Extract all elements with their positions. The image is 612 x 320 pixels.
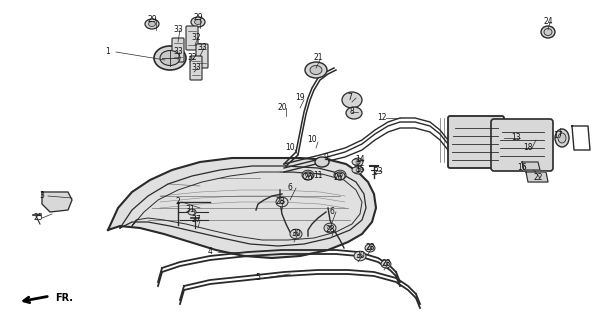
Ellipse shape xyxy=(302,170,314,180)
Text: 33: 33 xyxy=(173,26,183,35)
Text: 33: 33 xyxy=(173,47,183,57)
Text: 4: 4 xyxy=(207,247,212,257)
Text: 33: 33 xyxy=(197,44,207,52)
Ellipse shape xyxy=(276,197,288,207)
Text: 7: 7 xyxy=(348,93,353,102)
Text: 28: 28 xyxy=(325,226,335,235)
Text: 15: 15 xyxy=(355,165,365,174)
Ellipse shape xyxy=(353,166,363,174)
Polygon shape xyxy=(108,158,376,258)
Text: 3: 3 xyxy=(40,191,45,201)
Ellipse shape xyxy=(541,26,555,38)
Text: 5: 5 xyxy=(256,274,261,283)
Text: 12: 12 xyxy=(377,114,387,123)
Ellipse shape xyxy=(160,51,180,66)
Polygon shape xyxy=(526,172,548,182)
Ellipse shape xyxy=(368,246,372,250)
Ellipse shape xyxy=(352,159,360,165)
Text: 32: 32 xyxy=(191,34,201,43)
Ellipse shape xyxy=(324,223,336,233)
Ellipse shape xyxy=(558,133,566,143)
Ellipse shape xyxy=(149,21,155,27)
Text: 24: 24 xyxy=(543,18,553,27)
Text: 26: 26 xyxy=(333,173,343,182)
Text: 6: 6 xyxy=(288,183,293,193)
Ellipse shape xyxy=(327,226,332,230)
Ellipse shape xyxy=(303,172,313,180)
Ellipse shape xyxy=(544,28,552,36)
Text: 20: 20 xyxy=(277,103,287,113)
Text: 30: 30 xyxy=(355,252,365,260)
Ellipse shape xyxy=(294,232,299,236)
Text: 28: 28 xyxy=(381,260,390,268)
Text: 8: 8 xyxy=(349,108,354,116)
Text: 27: 27 xyxy=(191,215,201,225)
Ellipse shape xyxy=(384,262,388,266)
Text: 23: 23 xyxy=(373,167,383,177)
Text: 25: 25 xyxy=(33,213,43,222)
Ellipse shape xyxy=(191,17,205,27)
Text: 29: 29 xyxy=(147,15,157,25)
FancyBboxPatch shape xyxy=(196,44,208,68)
FancyBboxPatch shape xyxy=(172,38,184,62)
Ellipse shape xyxy=(305,173,310,177)
Text: 11: 11 xyxy=(313,171,323,180)
Text: 26: 26 xyxy=(303,173,313,182)
Text: 30: 30 xyxy=(291,229,301,238)
Text: 9: 9 xyxy=(324,154,329,163)
Ellipse shape xyxy=(280,200,285,204)
Text: 29: 29 xyxy=(193,13,203,22)
Text: 19: 19 xyxy=(295,93,305,102)
Ellipse shape xyxy=(354,251,366,261)
Text: 32: 32 xyxy=(187,53,197,62)
Text: 14: 14 xyxy=(355,156,365,164)
Ellipse shape xyxy=(195,20,201,25)
FancyBboxPatch shape xyxy=(186,26,198,50)
Text: 28: 28 xyxy=(365,244,375,252)
Ellipse shape xyxy=(145,19,159,29)
Text: 33: 33 xyxy=(191,63,201,73)
Text: 2: 2 xyxy=(176,197,181,206)
Ellipse shape xyxy=(290,229,302,239)
Ellipse shape xyxy=(338,173,342,177)
Polygon shape xyxy=(522,162,540,170)
Ellipse shape xyxy=(346,107,362,119)
Text: 6: 6 xyxy=(330,207,334,217)
Text: 31: 31 xyxy=(185,205,195,214)
Text: FR.: FR. xyxy=(55,293,73,303)
Ellipse shape xyxy=(356,160,360,164)
Ellipse shape xyxy=(335,172,345,180)
Text: 28: 28 xyxy=(275,197,285,206)
Text: 1: 1 xyxy=(106,47,110,57)
FancyBboxPatch shape xyxy=(190,56,202,80)
Text: 21: 21 xyxy=(313,53,323,62)
FancyBboxPatch shape xyxy=(491,119,553,171)
Ellipse shape xyxy=(334,170,346,180)
Ellipse shape xyxy=(381,260,391,268)
FancyBboxPatch shape xyxy=(448,116,504,168)
Text: 16: 16 xyxy=(517,164,527,172)
Polygon shape xyxy=(42,192,72,212)
Ellipse shape xyxy=(353,158,363,166)
Text: 17: 17 xyxy=(553,131,563,140)
Text: 10: 10 xyxy=(285,143,295,153)
Text: 10: 10 xyxy=(307,135,317,145)
Ellipse shape xyxy=(154,46,186,70)
Ellipse shape xyxy=(188,209,196,215)
Ellipse shape xyxy=(365,244,375,252)
Text: 18: 18 xyxy=(523,143,533,153)
Ellipse shape xyxy=(305,62,327,78)
Text: 22: 22 xyxy=(533,173,543,182)
Ellipse shape xyxy=(555,129,569,147)
Ellipse shape xyxy=(356,168,360,172)
Ellipse shape xyxy=(357,254,362,258)
Text: 13: 13 xyxy=(511,133,521,142)
Ellipse shape xyxy=(315,157,329,167)
Ellipse shape xyxy=(310,66,322,75)
Ellipse shape xyxy=(342,92,362,108)
Ellipse shape xyxy=(352,167,360,173)
